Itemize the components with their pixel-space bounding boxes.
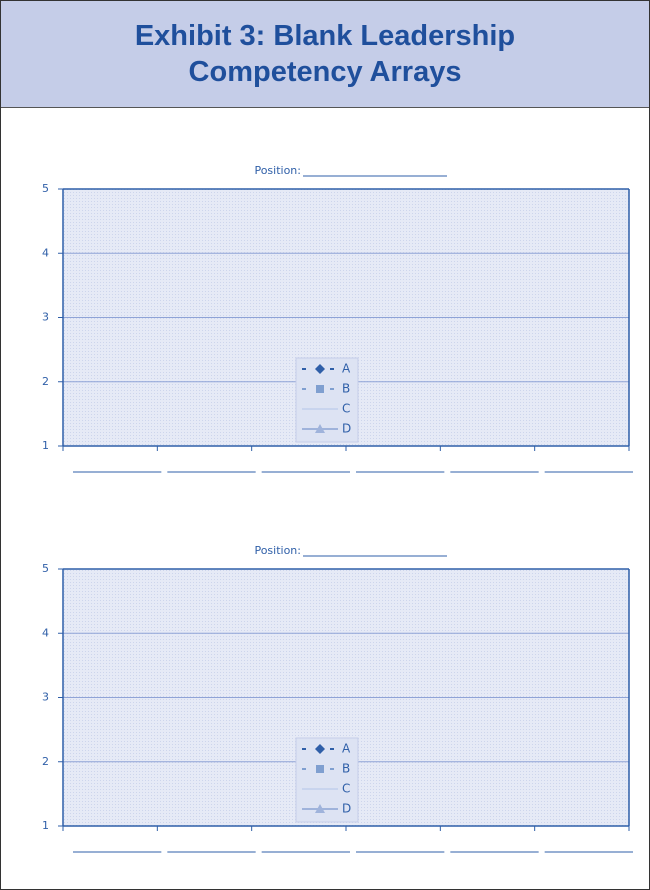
y-tick-label: 5	[42, 562, 49, 575]
y-tick-label: 4	[42, 626, 49, 639]
legend-label: D	[342, 802, 351, 816]
page-title: Exhibit 3: Blank Leadership Competency A…	[134, 20, 516, 88]
y-tick-label: 5	[42, 182, 49, 195]
legend-marker	[316, 765, 324, 773]
legend-label: A	[342, 742, 351, 756]
chart-title: Position:	[254, 164, 301, 177]
legend-label: B	[342, 382, 350, 396]
chart-title: Position:	[254, 544, 301, 557]
legend-marker	[315, 744, 325, 754]
legend-label: C	[342, 782, 350, 796]
y-tick-label: 3	[42, 311, 49, 324]
legend-label: A	[342, 362, 351, 376]
header: Exhibit 3: Blank Leadership Competency A…	[1, 1, 649, 108]
legend-marker	[315, 424, 325, 433]
legend-marker	[315, 364, 325, 374]
y-tick-label: 3	[42, 691, 49, 704]
y-tick-label: 1	[42, 819, 49, 832]
legend-marker	[316, 385, 324, 393]
legend-label: D	[342, 422, 351, 436]
legend-label: B	[342, 762, 350, 776]
y-tick-label: 2	[42, 755, 49, 768]
y-tick-label: 4	[42, 246, 49, 259]
y-tick-label: 1	[42, 439, 49, 452]
legend-label: C	[342, 402, 350, 416]
y-tick-label: 2	[42, 375, 49, 388]
legend-marker	[315, 804, 325, 813]
